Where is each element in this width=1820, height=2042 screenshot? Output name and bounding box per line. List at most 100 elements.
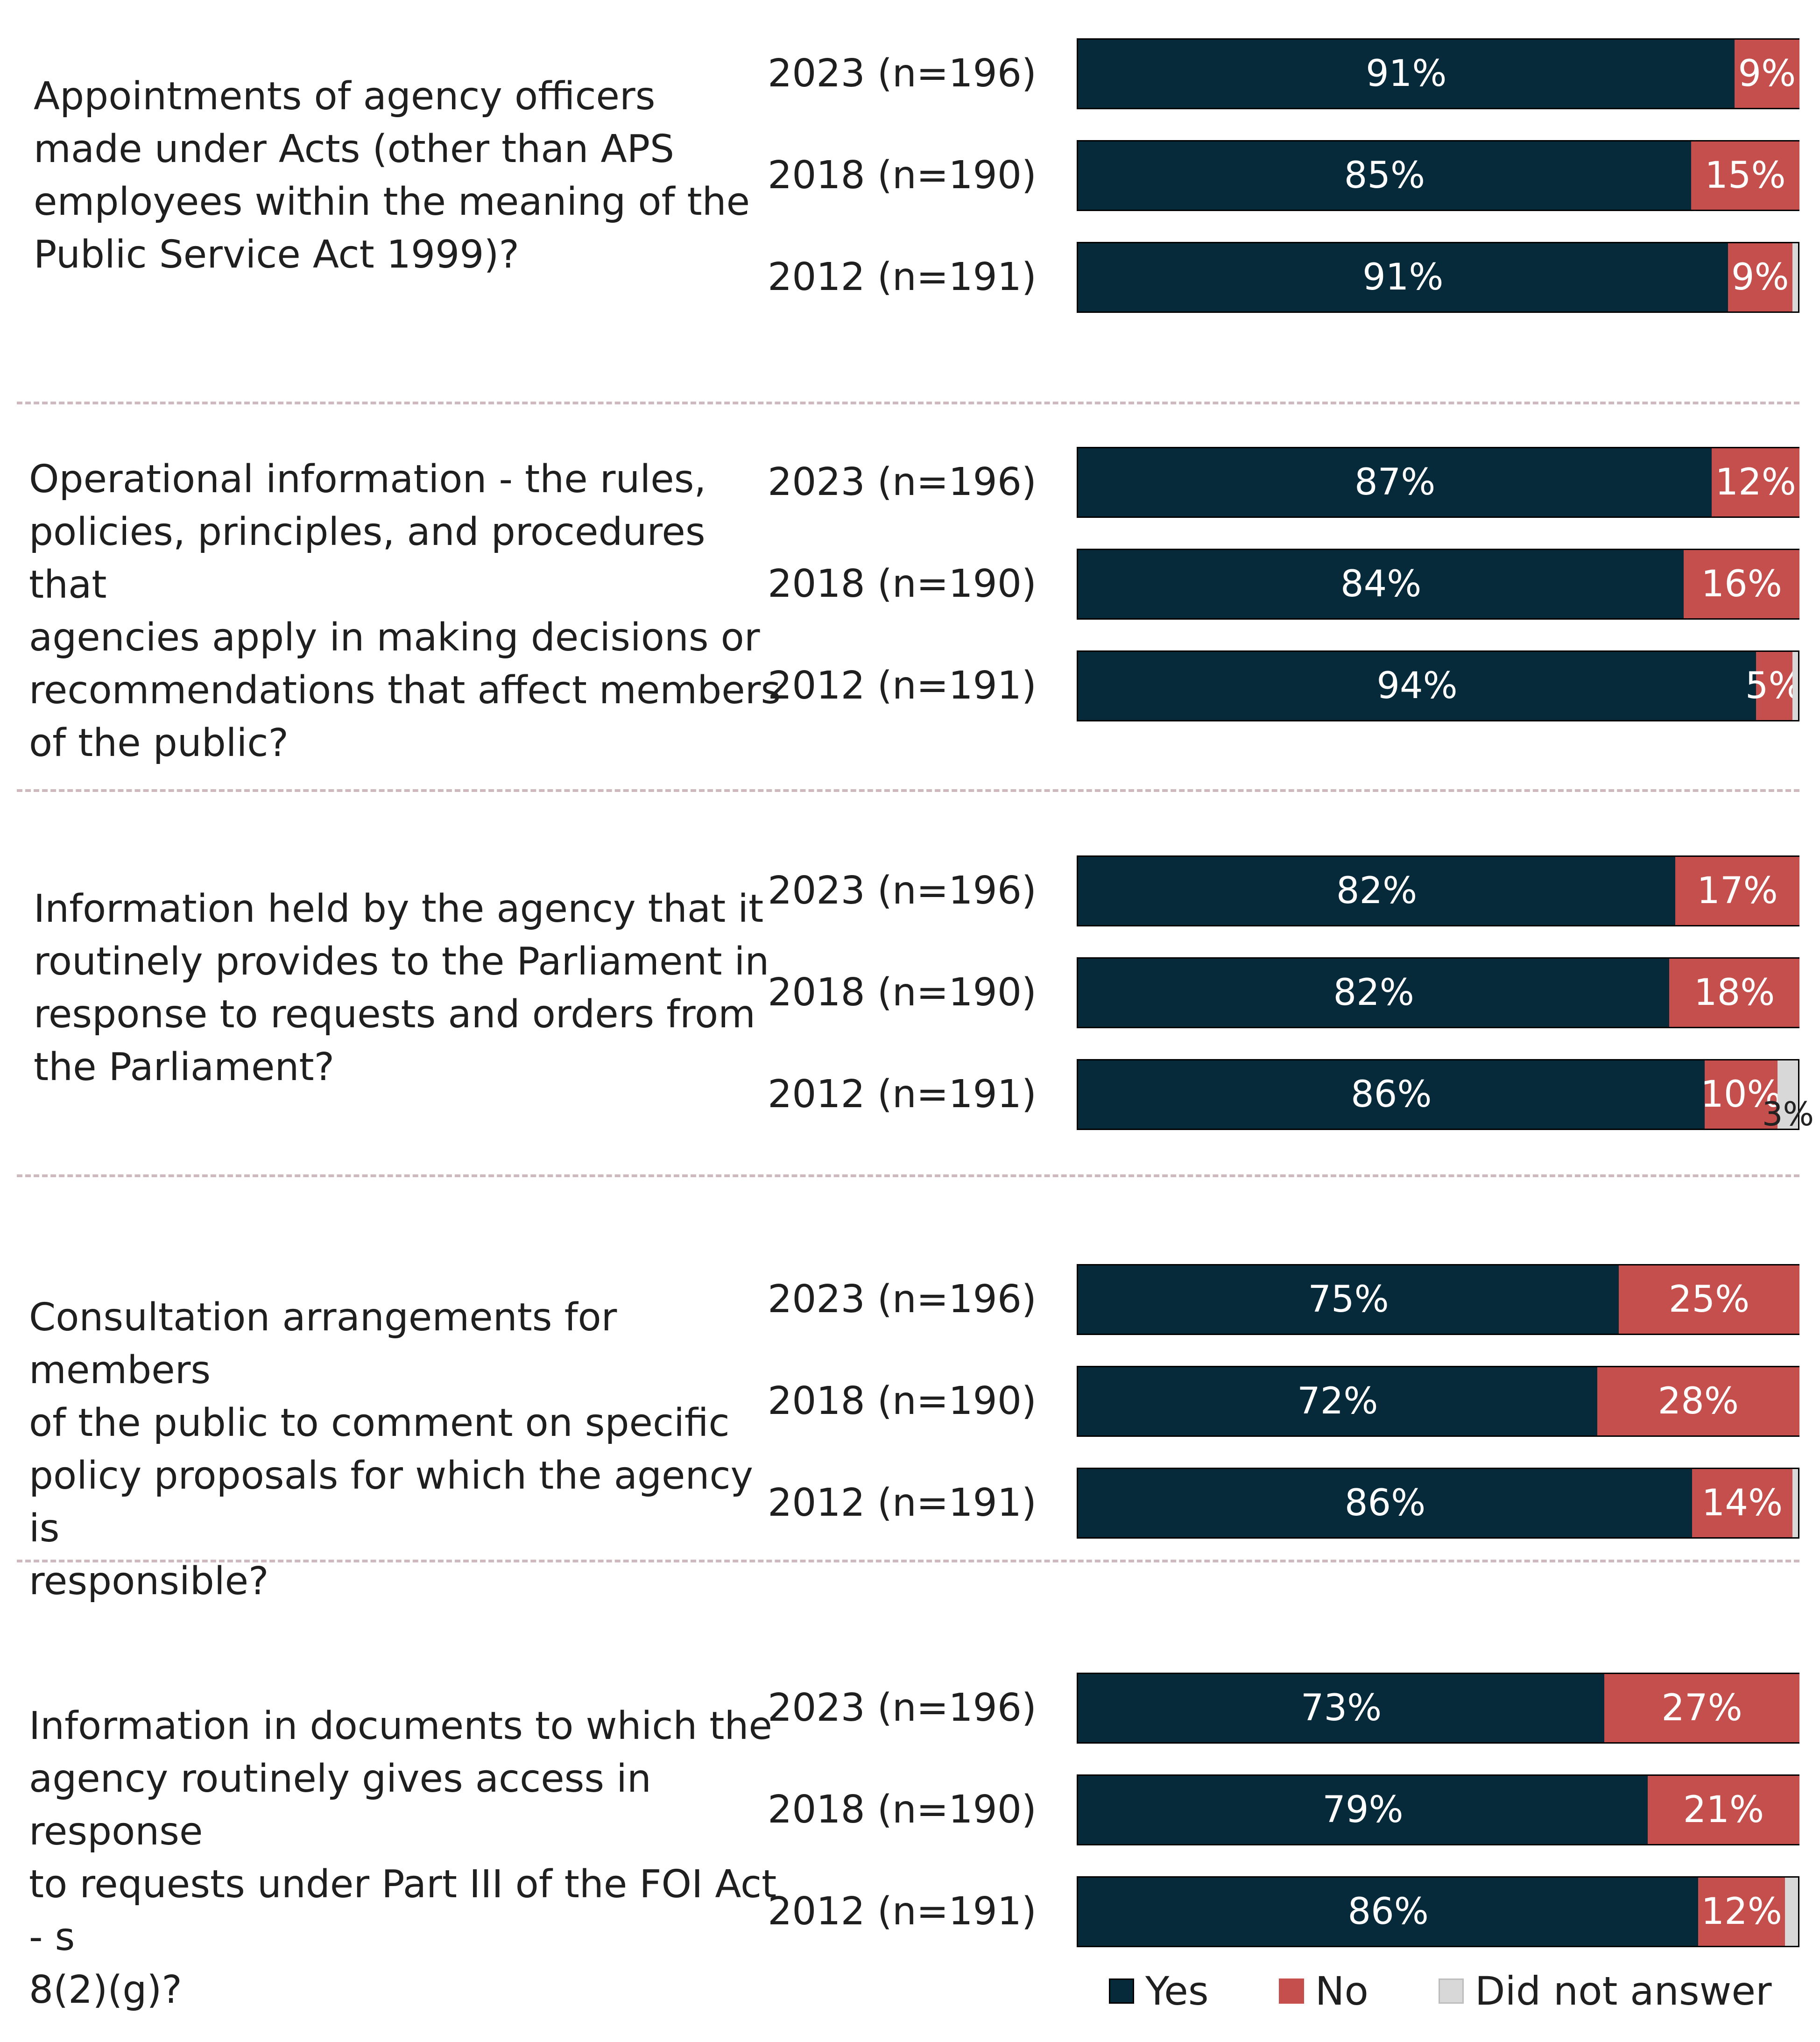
data-label-no: 14% [1701,1482,1783,1524]
bar: 72% 28% [1077,1366,1799,1437]
bar-segment-did-not-answer [1792,242,1799,313]
data-label-no: 28% [1658,1380,1739,1422]
row-label: 2018 (n=190) [768,153,1037,198]
question-line: recommendations that affect members [29,668,781,713]
question-line: Public Service Act 1999)? [34,233,520,277]
bar-segment-no: 12% [1712,447,1799,518]
bar: 73% 27% [1077,1673,1799,1744]
bar: 87% 12% [1077,447,1799,518]
bar-segment-no: 16% [1684,549,1799,620]
legend-swatch-did-not-answer [1438,1978,1464,2004]
bar-segment-yes: 82% [1077,855,1676,926]
bar-segment-did-not-answer [1792,650,1799,721]
row-label: 2018 (n=190) [768,1379,1037,1423]
question-line: agencies apply in making decisions or [29,615,760,660]
data-label-yes: 91% [1366,53,1447,95]
row-label: 2012 (n=191) [768,1889,1037,1934]
question-text: Information held by the agency that it ro… [34,883,790,1094]
legend-swatch-no [1278,1978,1304,2004]
bar: 91% 9% [1077,38,1799,109]
row-label: 2012 (n=191) [768,255,1037,299]
group-divider [17,1174,1799,1177]
bar-segment-no: 28% [1597,1366,1799,1437]
bar-segment-no: 21% [1647,1774,1799,1845]
row-label: 2018 (n=190) [768,562,1037,606]
data-label-no: 18% [1693,972,1775,1014]
legend-item-did-not-answer: Did not answer [1438,1968,1772,2014]
question-line: agency routinely gives access in respons… [29,1757,651,1854]
question-line: 8(2)(g)? [29,1968,182,2012]
question-line: policy proposals for which the agency is [29,1454,754,1551]
data-label-yes: 94% [1376,665,1458,707]
data-label-yes: 86% [1347,1891,1429,1933]
bar-segment-no: 5% [1745,650,1803,721]
bar-segment-yes: 75% [1077,1264,1619,1335]
bar-segment-did-not-answer [1785,1876,1799,1947]
data-label-no: 16% [1701,563,1782,605]
data-label-no: 25% [1668,1279,1750,1321]
bar-segment-yes: 84% [1077,549,1684,620]
legend-label-yes: Yes [1145,1968,1209,2014]
data-label-no: 27% [1661,1687,1742,1729]
question-line: responsible? [29,1559,269,1604]
bar-segment-yes: 91% [1077,242,1728,313]
data-label-yes: 82% [1333,972,1414,1014]
question-line: policies, principles, and procedures tha… [29,510,705,607]
legend-item-yes: Yes [1109,1968,1209,2014]
bar-segment-yes: 86% [1077,1059,1705,1130]
legend-item-no: No [1278,1968,1369,2014]
bar-segment-no: 15% [1691,140,1799,211]
group-divider [17,402,1799,404]
question-line: of the public? [29,721,289,765]
row-label: 2018 (n=190) [768,1788,1037,1832]
data-label-no: 21% [1683,1789,1764,1831]
data-label-no: 10% [1700,1074,1782,1116]
bar-segment-no: 14% [1692,1468,1792,1539]
bar-segment-yes: 94% [1077,650,1757,721]
bar: 94% 5% [1077,650,1803,721]
bar-segment-yes: 87% [1077,447,1712,518]
bar: 86% 14% [1077,1468,1799,1539]
question-text: Operational information - the rules, poli… [29,453,785,770]
question-line: Appointments of agency officers [34,74,656,119]
bar-segment-yes: 72% [1077,1366,1597,1437]
row-label: 2012 (n=191) [768,1072,1037,1116]
bar: 82% 18% [1077,957,1799,1028]
data-label-yes: 84% [1340,563,1422,605]
row-label: 2012 (n=191) [768,1481,1037,1525]
question-line: employees within the meaning of the [34,180,750,224]
data-label-did-not-answer: 3% [1762,1095,1814,1133]
question-text: Appointments of agency officers made unde… [34,70,790,281]
question-line: Information in documents to which the [29,1704,772,1748]
question-line: Consultation arrangements for members [29,1295,617,1392]
question-line: routinely provides to the Parliament in [34,940,769,984]
legend: Yes No Did not answer [1109,1968,1772,2014]
bar-segment-no: 18% [1669,957,1799,1028]
bar-segment-no: 27% [1604,1673,1799,1744]
bar-segment-yes: 85% [1077,140,1691,211]
data-label-yes: 91% [1362,256,1444,298]
data-label-no: 12% [1701,1891,1782,1933]
data-label-yes: 86% [1344,1482,1426,1524]
bar: 85% 15% [1077,140,1799,211]
data-label-yes: 79% [1322,1789,1404,1831]
data-label-yes: 73% [1300,1687,1382,1729]
data-label-no: 15% [1705,155,1786,197]
question-line: the Parliament? [34,1045,335,1089]
bar: 86% 12% [1077,1876,1799,1947]
question-line: of the public to comment on specific [29,1401,730,1445]
data-label-no: 9% [1731,256,1789,298]
data-label-no: 12% [1715,461,1796,503]
legend-swatch-yes [1109,1978,1134,2004]
bar-segment-yes: 91% [1077,38,1735,109]
bar-segment-yes: 79% [1077,1774,1648,1845]
bar-segment-did-not-answer [1792,1468,1799,1539]
row-label: 2023 (n=196) [768,869,1037,913]
row-label: 2023 (n=196) [768,51,1037,96]
row-label: 2018 (n=190) [768,970,1037,1015]
question-text: Consultation arrangements for members of … [29,1291,785,1608]
question-line: made under Acts (other than APS [34,127,675,171]
data-label-no: 17% [1697,870,1778,912]
group-divider [17,789,1799,792]
